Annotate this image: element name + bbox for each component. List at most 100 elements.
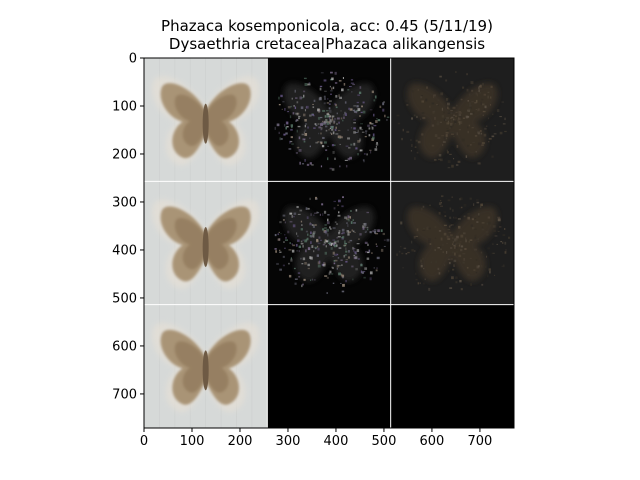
saliency-speck [320,72,324,74]
saliency-speck [453,238,456,241]
saliency-speck [334,157,336,160]
saliency-speck [445,119,447,121]
saliency-speck [369,277,372,281]
saliency-speck [341,237,344,240]
saliency-speck [338,121,340,124]
saliency-speck [355,110,358,114]
saliency-speck [291,97,293,100]
saliency-speck [318,260,321,264]
saliency-speck [336,237,338,239]
saliency-speck [456,242,460,245]
saliency-speck [458,129,461,131]
saliency-speck [319,116,323,119]
saliency-speck [282,219,285,221]
saliency-speck [477,162,481,165]
saliency-speck [287,111,289,113]
saliency-speck [452,251,454,254]
saliency-speck [410,139,412,141]
saliency-speck [313,279,316,281]
saliency-speck [302,283,304,286]
saliency-speck [359,115,361,118]
saliency-speck [296,112,299,116]
saliency-speck [353,142,356,146]
saliency-speck [443,118,447,122]
saliency-speck [331,242,333,244]
saliency-speck [349,156,353,160]
saliency-speck [446,117,449,120]
saliency-speck [492,252,495,254]
saliency-speck [309,137,311,139]
saliency-speck [474,236,477,239]
saliency-speck [469,197,472,200]
saliency-speck [368,127,371,130]
saliency-speck [289,115,292,119]
saliency-speck [422,205,425,208]
saliency-speck [304,158,306,162]
saliency-speck [443,111,445,114]
saliency-silhouette [407,83,498,159]
saliency-speck [458,113,462,117]
saliency-speck [352,219,354,221]
saliency-speck [403,247,407,250]
saliency-speck [492,225,496,228]
saliency-speck [447,229,451,231]
saliency-speck [483,133,487,137]
saliency-speck [331,273,334,275]
saliency-speck [342,77,344,79]
saliency-speck [414,146,417,148]
saliency-speck [443,224,447,227]
saliency-speck [324,115,327,118]
saliency-speck [445,79,448,82]
saliency-speck [499,116,502,118]
saliency-speck [469,216,473,219]
saliency-speck [350,221,353,224]
saliency-speck [316,254,319,257]
saliency-speck [414,157,416,160]
saliency-speck [462,261,465,264]
saliency-speck [396,114,400,117]
saliency-speck [280,233,282,235]
saliency-speck [329,85,332,88]
saliency-speck [421,95,423,97]
saliency-speck [431,124,435,127]
saliency-speck [276,262,279,265]
saliency-speck [274,233,277,237]
saliency-speck [332,227,336,230]
saliency-speck [497,216,501,219]
saliency-speck [449,216,452,219]
saliency-speck [400,245,402,248]
saliency-speck [425,98,428,102]
saliency-speck [456,144,459,148]
saliency-speck [450,258,453,261]
saliency-speck [431,144,435,147]
saliency-speck [326,119,328,122]
saliency-speck [344,101,347,104]
saliency-speck [467,144,470,147]
saliency-speck [347,215,350,218]
saliency-speck [302,239,305,241]
saliency-speck [345,113,347,117]
saliency-speck [440,248,442,250]
saliency-speck [348,231,351,233]
saliency-speck [336,223,339,225]
saliency-speck [456,250,458,254]
saliency-speck [323,261,325,265]
saliency-speck [380,229,383,232]
saliency-speck [279,249,281,251]
saliency-speck [320,123,324,126]
saliency-speck [423,267,425,270]
saliency-speck [342,232,345,234]
saliency-speck [481,98,484,101]
saliency-speck [446,235,449,238]
moth-body [202,350,209,391]
saliency-speck [283,133,286,136]
saliency-speck [324,90,327,93]
saliency-speck [446,149,448,151]
saliency-speck [439,158,443,162]
saliency-speck [370,123,374,125]
saliency-speck [445,134,448,137]
saliency-speck [298,136,301,140]
saliency-speck [474,248,477,251]
saliency-speck [458,124,461,127]
saliency-speck [455,281,458,284]
